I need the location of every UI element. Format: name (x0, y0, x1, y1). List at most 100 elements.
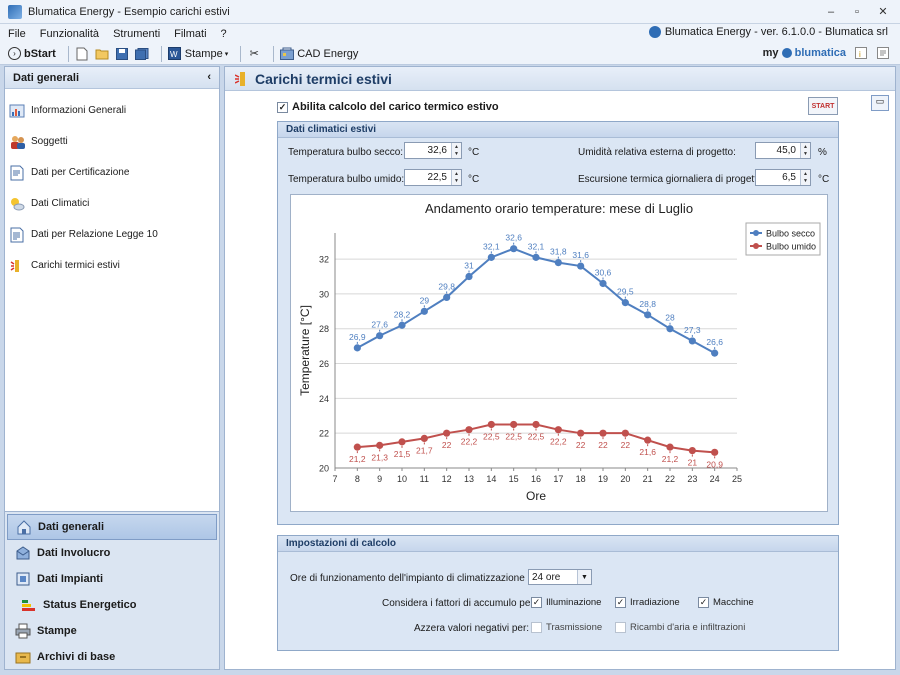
enable-summer-load-checkbox[interactable]: ✓ (277, 101, 288, 113)
nav-label: Stampe (37, 625, 77, 637)
nav-dati-involucro[interactable]: Dati Involucro (7, 540, 217, 566)
tools-icon[interactable]: ✂ (249, 48, 259, 60)
close-button[interactable]: ✕ (878, 6, 888, 18)
save-all-icon[interactable] (134, 47, 149, 61)
unit-celsius: °C (468, 147, 480, 158)
blumatica-logo-icon (648, 26, 661, 38)
data-label: 22,2 (461, 437, 478, 447)
data-point (711, 349, 719, 357)
nav-label: Dati generali (38, 521, 105, 533)
ore-value: 24 ore (532, 571, 561, 583)
nav-status-energetico[interactable]: Status Energetico (7, 592, 217, 618)
data-point (599, 429, 607, 437)
sidebar-item-soggetti[interactable]: Soggetti (5, 126, 219, 157)
climate-group-title: Dati climatici estivi (278, 122, 838, 138)
y-tick-label: 22 (319, 429, 329, 439)
info-icon[interactable]: i (854, 46, 868, 60)
sidebar-item-label: Soggetti (31, 136, 68, 147)
y-tick-label: 20 (319, 464, 329, 474)
menu-funzionalita[interactable]: Funzionalità (39, 27, 100, 40)
start-label: START (811, 102, 835, 110)
data-point (621, 429, 629, 437)
myblumatica-logo[interactable]: my blumatica (763, 47, 846, 59)
sidebar-item-dati-climatici[interactable]: Dati Climatici (5, 188, 219, 219)
x-tick-label: 12 (442, 474, 452, 484)
sidebar-item-relazione-legge-10[interactable]: Dati per Relazione Legge 10 (5, 219, 219, 250)
bstart-button[interactable]: › bStart (8, 47, 56, 60)
settings-doc-icon[interactable] (876, 46, 890, 60)
document-icon (9, 227, 25, 243)
trasmissione-checkbox[interactable]: ✓ (531, 622, 542, 633)
nav-dati-impianti[interactable]: Dati Impianti (7, 566, 217, 592)
version-label: Blumatica Energy - ver. 6.1.0.0 - Blumat… (664, 26, 888, 38)
spin-buttons[interactable]: ▲ ▼ (451, 143, 461, 158)
stampe-button[interactable]: W Stampe ▾ (168, 47, 228, 61)
ricambi-checkbox[interactable]: ✓ (615, 622, 626, 633)
nav-archivi-base[interactable]: Archivi di base (7, 644, 217, 670)
archive-icon (15, 649, 31, 665)
weather-icon (9, 196, 25, 212)
x-tick-label: 18 (576, 474, 586, 484)
illuminazione-option[interactable]: ✓ Illuminazione (531, 597, 601, 608)
illuminazione-checkbox[interactable]: ✓ (531, 597, 542, 608)
menu-filmati[interactable]: Filmati (174, 27, 207, 40)
macchine-label: Macchine (713, 597, 754, 608)
escursione-input[interactable]: 6,5 ▲ ▼ (755, 169, 811, 186)
bulbo-secco-input[interactable]: 32,6 ▲ ▼ (404, 142, 462, 159)
enable-summer-load-row[interactable]: ✓ Abilita calcolo del carico termico est… (277, 101, 499, 113)
irradiazione-checkbox[interactable]: ✓ (615, 597, 626, 608)
irradiazione-option[interactable]: ✓ Irradiazione (615, 597, 680, 608)
trasmissione-option[interactable]: ✓ Trasmissione (531, 622, 602, 633)
bulbo-umido-input[interactable]: 22,5 ▲ ▼ (404, 169, 462, 186)
unit-celsius: °C (818, 174, 830, 185)
sidebar-item-label: Dati per Relazione Legge 10 (31, 229, 158, 240)
nav-stampe[interactable]: Stampe (7, 618, 217, 644)
panel-view-toggle-icon[interactable]: ▭ (871, 95, 889, 111)
accumulo-label: Considera i fattori di accumulo per: (382, 598, 537, 609)
open-folder-icon[interactable] (95, 47, 109, 61)
umidita-input[interactable]: 45,0 ▲ ▼ (755, 142, 811, 159)
ore-dropdown[interactable]: 24 ore ▼ (528, 569, 592, 585)
x-tick-label: 16 (531, 474, 541, 484)
sidebar-item-dati-certificazione[interactable]: Dati per Certificazione (5, 157, 219, 188)
data-point (487, 253, 495, 261)
azzera-label: Azzera valori negativi per: (414, 623, 530, 634)
nav-dati-generali[interactable]: Dati generali (7, 514, 217, 540)
people-icon (9, 134, 25, 150)
x-tick-label: 23 (687, 474, 697, 484)
new-file-icon[interactable] (75, 47, 89, 61)
x-tick-label: 11 (420, 474, 429, 484)
chevron-down-icon[interactable]: ▼ (577, 570, 591, 584)
macchine-checkbox[interactable]: ✓ (698, 597, 709, 608)
menu-help[interactable]: ? (220, 27, 227, 40)
menu-file[interactable]: File (8, 27, 26, 40)
ore-label: Ore di funzionamento dell'impianto di cl… (290, 573, 557, 584)
data-point (353, 344, 361, 352)
x-tick-label: 19 (598, 474, 608, 484)
bulbo-umido-value: 22,5 (427, 172, 447, 183)
minimize-button[interactable]: – (827, 5, 835, 18)
spin-buttons[interactable]: ▲ ▼ (800, 143, 810, 158)
collapse-panel-icon[interactable]: ‹ (207, 71, 211, 83)
window-title: Blumatica Energy - Esempio carichi estiv… (28, 5, 230, 18)
macchine-option[interactable]: ✓ Macchine (698, 597, 754, 608)
menu-strumenti[interactable]: Strumenti (113, 27, 161, 40)
save-icon[interactable] (115, 47, 129, 61)
x-tick-label: 22 (665, 474, 675, 484)
x-tick-label: 10 (397, 474, 407, 484)
data-label: 31,8 (550, 247, 567, 257)
umidita-value: 45,0 (776, 145, 796, 156)
sun-load-icon (9, 258, 25, 274)
spin-buttons[interactable]: ▲ ▼ (800, 170, 810, 185)
data-point (666, 325, 674, 333)
sidebar-item-carichi-termici[interactable]: Carichi termici estivi (5, 250, 219, 281)
escursione-label: Escursione termica giornaliera di proget… (578, 174, 766, 185)
spin-buttons[interactable]: ▲ ▼ (451, 170, 461, 185)
ricambi-option[interactable]: ✓ Ricambi d'aria e infiltrazioni (615, 622, 745, 633)
maximize-button[interactable]: ▫ (855, 5, 859, 18)
sidebar-item-informazioni-generali[interactable]: Informazioni Generali (5, 95, 219, 126)
navigation-pane: Dati generali Dati Involucro Dati Impian… (5, 511, 219, 669)
start-calc-button[interactable]: START (808, 97, 838, 115)
calc-settings-group: Impostazioni di calcolo Ore di funzionam… (277, 535, 839, 651)
cad-energy-button[interactable]: CAD Energy (280, 47, 358, 61)
